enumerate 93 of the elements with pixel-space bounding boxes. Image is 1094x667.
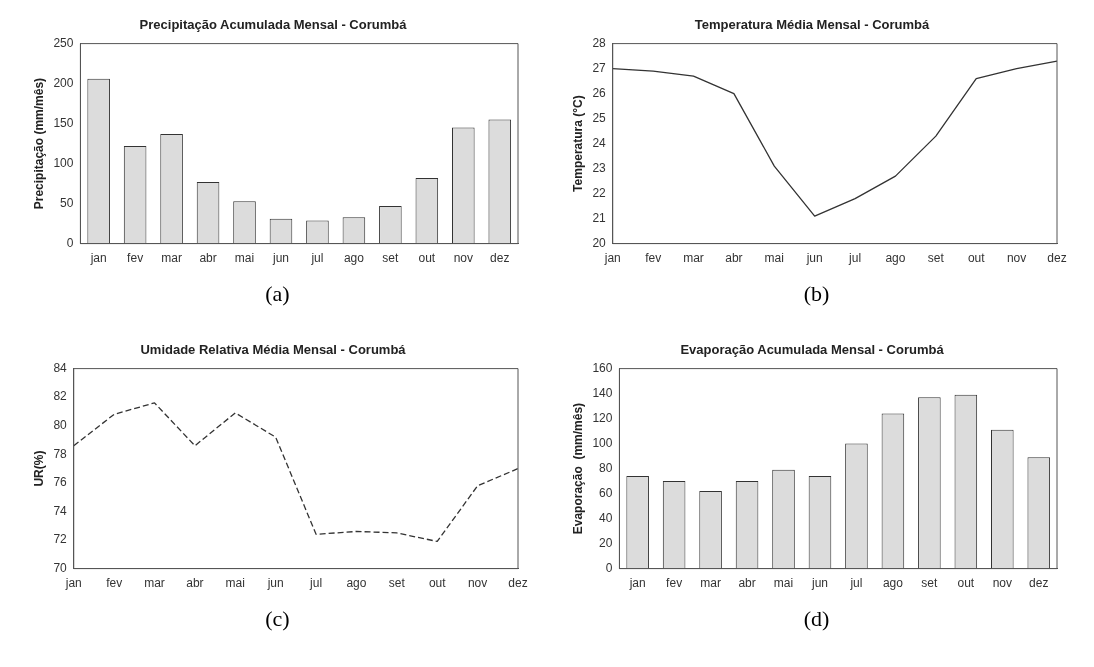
y-tick-label: 250 <box>52 35 74 50</box>
y-tick-label: 120 <box>591 410 613 425</box>
y-tick-label: 80 <box>52 418 67 433</box>
x-tick-label: dez <box>1028 576 1048 591</box>
x-tick-label: ago <box>343 251 364 266</box>
x-tick-label: jan <box>64 576 82 591</box>
x-tick-label: mar <box>682 251 704 266</box>
x-tick-label: out <box>417 251 436 266</box>
x-tick-label: nov <box>453 251 473 266</box>
x-tick-label: fev <box>105 576 122 591</box>
y-tick-label: 150 <box>52 115 74 130</box>
x-tick-label: set <box>388 576 406 591</box>
text: (a) <box>265 281 290 307</box>
y-tick-label: 78 <box>52 446 67 461</box>
x-tick-label: fev <box>665 576 682 591</box>
y-tick-label: 25 <box>591 110 606 125</box>
x-tick-label: ago <box>884 251 906 266</box>
y-tick-label: 80 <box>598 460 613 475</box>
y-tick-label: 22 <box>591 185 606 200</box>
y-tick-label: 76 <box>52 475 67 490</box>
x-tick-label: fev <box>126 251 143 266</box>
text: (c) <box>265 606 290 632</box>
x-tick-label: nov <box>992 576 1012 591</box>
y-tick-label: 100 <box>591 435 613 450</box>
y-tick-label: 24 <box>591 135 606 150</box>
y-tick-label: 0 <box>66 235 74 250</box>
y-tick-label: 84 <box>52 360 67 375</box>
x-tick-label: jan <box>628 576 646 591</box>
y-tick-label: 23 <box>591 160 606 175</box>
line-series <box>72 402 519 543</box>
x-tick-label: dez <box>489 251 509 266</box>
x-tick-label: jun <box>810 576 828 591</box>
x-tick-label: set <box>381 251 399 266</box>
y-tick-label: 20 <box>591 235 606 250</box>
x-tick-label: out <box>956 576 975 591</box>
y-tick-label: 160 <box>591 360 613 375</box>
x-tick-label: set <box>920 576 938 591</box>
chart-title: Temperatura Média Mensal - Corumbá <box>694 17 930 33</box>
x-tick-label: abr <box>198 251 217 266</box>
x-tick-label: abr <box>737 576 756 591</box>
x-tick-label: abr <box>724 251 743 266</box>
y-axis-title: Precipitação (mm/mês) <box>31 77 46 210</box>
x-tick-label: mai <box>225 576 245 591</box>
x-tick-label: mar <box>699 576 721 591</box>
y-axis-title: Temperatura (°C) <box>570 95 585 192</box>
y-tick-label: 40 <box>598 510 613 525</box>
chart-title: Umidade Relativa Média Mensal - Corumbá <box>139 342 406 358</box>
y-tick-label: 70 <box>52 560 67 575</box>
text: (d) <box>803 606 830 632</box>
x-tick-label: abr <box>185 576 204 591</box>
x-tick-label: out <box>428 576 446 591</box>
x-tick-label: mai <box>764 251 784 266</box>
x-tick-label: nov <box>1006 251 1026 266</box>
y-tick-label: 50 <box>59 195 74 210</box>
x-tick-label: nov <box>467 576 487 591</box>
text: (b) <box>803 281 830 307</box>
x-tick-label: set <box>927 251 945 266</box>
y-tick-label: 140 <box>591 385 613 400</box>
chart-title: Precipitação Acumulada Mensal - Corumbá <box>139 17 407 33</box>
x-tick-label: jan <box>89 251 107 266</box>
y-axis-title: UR(%) <box>31 450 46 487</box>
y-tick-label: 74 <box>52 503 67 518</box>
x-tick-label: jul <box>847 251 861 266</box>
y-axis-title: Evaporação (mm/mês) <box>570 402 585 535</box>
x-tick-label: jan <box>603 251 621 266</box>
x-tick-label: ago <box>882 576 903 591</box>
x-tick-label: mai <box>234 251 254 266</box>
y-tick-label: 0 <box>605 560 613 575</box>
x-tick-label: dez <box>1046 251 1067 266</box>
x-tick-label: mar <box>143 576 165 591</box>
y-tick-label: 21 <box>591 210 606 225</box>
x-tick-label: jun <box>805 251 823 266</box>
chart-title: Evaporação Acumulada Mensal - Corumbá <box>679 342 944 358</box>
x-tick-label: jun <box>271 251 289 266</box>
y-tick-label: 20 <box>598 535 613 550</box>
y-tick-label: 100 <box>52 155 74 170</box>
y-tick-label: 27 <box>591 60 606 75</box>
y-tick-label: 26 <box>591 85 606 100</box>
x-tick-label: jun <box>266 576 284 591</box>
x-tick-label: ago <box>345 576 367 591</box>
y-tick-label: 82 <box>52 389 67 404</box>
y-tick-label: 200 <box>52 75 74 90</box>
y-tick-label: 60 <box>598 485 613 500</box>
x-tick-label: jul <box>848 576 862 591</box>
x-tick-label: out <box>967 251 985 266</box>
x-tick-label: mar <box>160 251 182 266</box>
x-tick-label: jul <box>308 576 322 591</box>
y-tick-label: 28 <box>591 35 606 50</box>
x-tick-label: jul <box>309 251 323 266</box>
y-tick-label: 72 <box>52 532 67 547</box>
x-tick-label: mai <box>773 576 793 591</box>
x-tick-label: dez <box>507 576 528 591</box>
x-tick-label: fev <box>644 251 661 266</box>
